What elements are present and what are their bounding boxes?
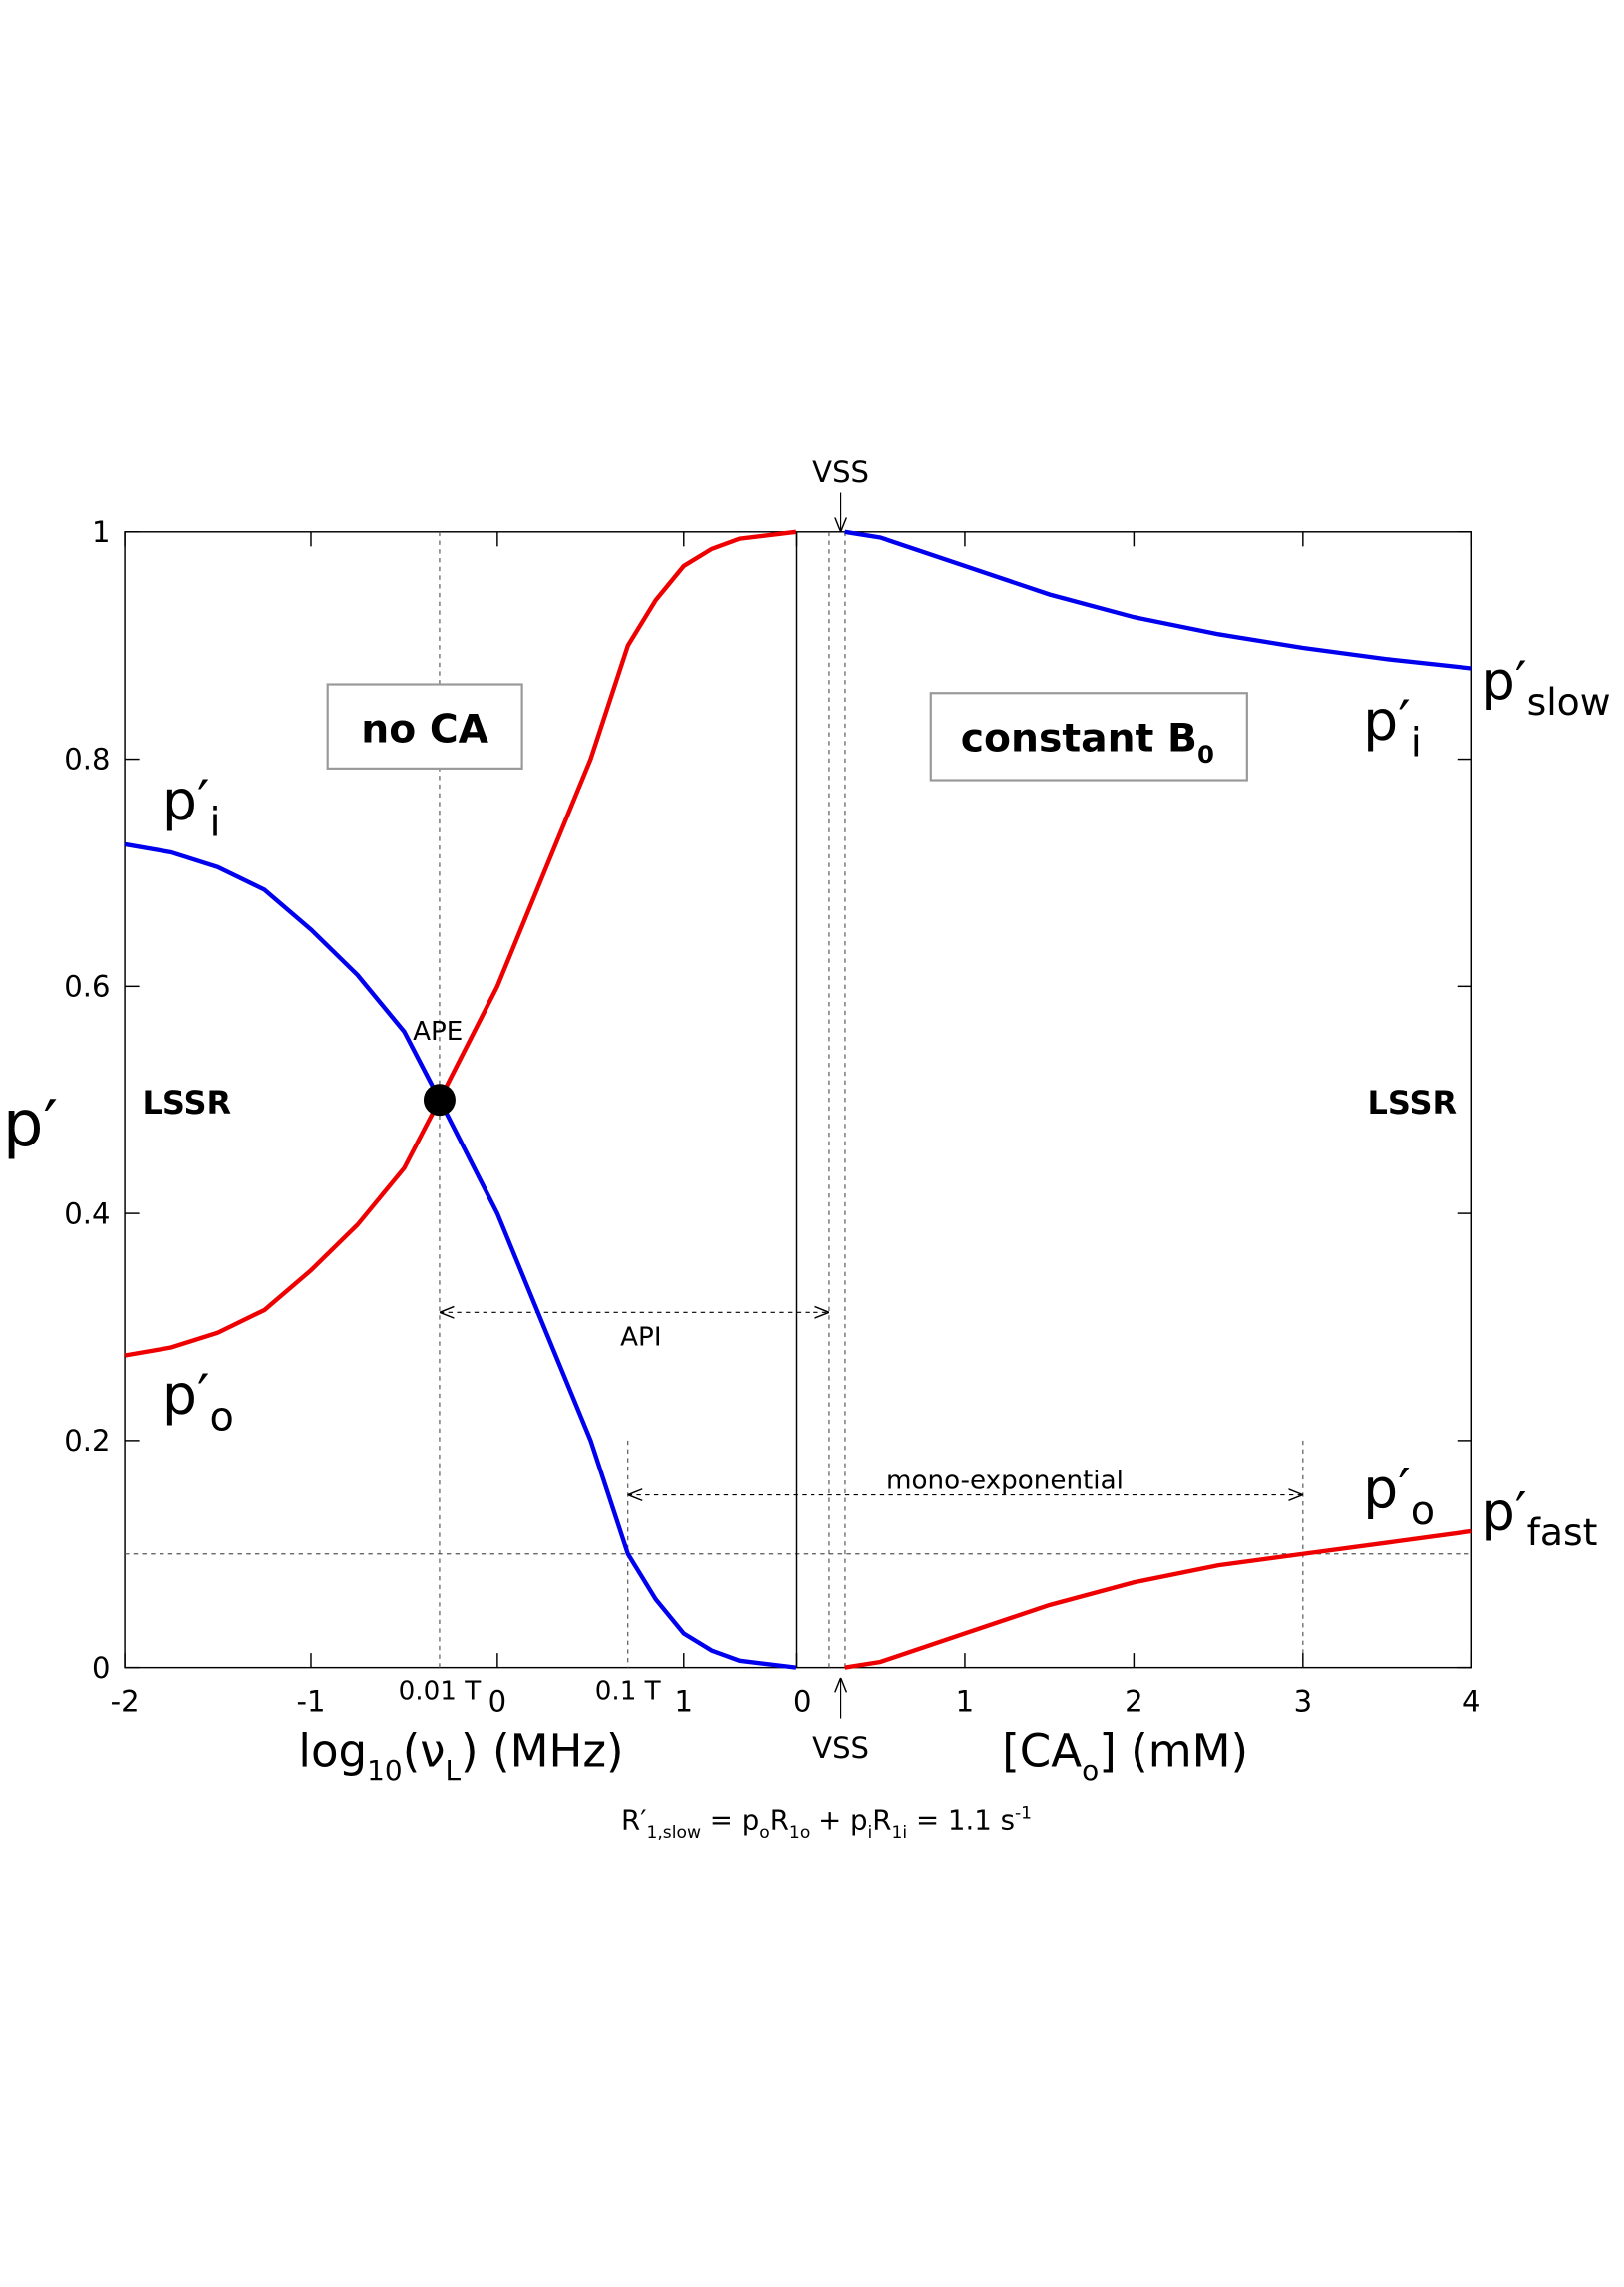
text-part: R <box>770 1804 789 1837</box>
text-part: no CA <box>361 708 488 753</box>
formula: R′1,slow = poR1o + piR1i = 1.1 s-1 <box>621 1803 1032 1842</box>
x-tick-label: 1 <box>956 1684 975 1718</box>
x-tick-label: 0 <box>488 1684 507 1718</box>
series-line <box>844 1528 1472 1670</box>
label-sub: o <box>210 1395 234 1441</box>
vss-label: VSS <box>812 1731 869 1765</box>
lssr-label: LSSR <box>1368 1084 1458 1122</box>
label-main: p′ <box>1363 1459 1411 1522</box>
label-main: p′ <box>1481 651 1526 712</box>
label-box <box>326 683 523 770</box>
x-tick-label: 2 <box>1125 1684 1143 1718</box>
text-part: 10 <box>367 1754 403 1787</box>
label-main: p′ <box>1481 1481 1526 1542</box>
curve-label: p′o <box>162 1364 234 1441</box>
label-main: p′ <box>162 770 210 833</box>
label-sub: fast <box>1527 1510 1598 1554</box>
y-axis-label: p′ <box>3 1088 58 1161</box>
text-part: 0 <box>1197 740 1214 769</box>
text-part: constant B <box>961 716 1197 761</box>
api-label: API <box>620 1323 661 1353</box>
text-part: 1o <box>789 1823 810 1843</box>
text-part: = p <box>701 1804 759 1837</box>
curve-label: p′fast <box>1481 1481 1597 1554</box>
y-tick-label: 1 <box>92 515 111 549</box>
text-part: i <box>868 1823 873 1843</box>
text-part: 1,slow <box>646 1823 701 1843</box>
plot-frame <box>124 531 1473 1669</box>
x-tick-label: 4 <box>1462 1684 1481 1718</box>
field-label: 0.1 T <box>595 1677 662 1707</box>
y-tick-label: 0.6 <box>64 970 110 1004</box>
text-part: = 1.1 s <box>907 1804 1015 1837</box>
x-axis-label: log10(νL) (MHz) <box>298 1725 623 1788</box>
box-label: no CA <box>361 708 488 753</box>
series-line <box>124 529 797 1358</box>
x-tick-label: -2 <box>111 1684 140 1718</box>
label-sub: o <box>1411 1488 1435 1534</box>
text-part: log <box>298 1725 367 1778</box>
text-part: R <box>872 1804 891 1837</box>
mono-label: mono-exponential <box>886 1467 1124 1496</box>
text-part: (ν <box>403 1725 446 1778</box>
curve-label: p′i <box>162 770 221 846</box>
vss-label: VSS <box>812 455 869 489</box>
x-tick-label: -1 <box>296 1684 325 1718</box>
text-part: ] (mM) <box>1099 1725 1248 1778</box>
x-tick-label: 0 <box>793 1684 812 1718</box>
series-line <box>844 529 1472 671</box>
text-part: R′ <box>621 1804 646 1837</box>
curve-label: p′i <box>1363 690 1422 767</box>
label-sub: slow <box>1527 680 1611 724</box>
text-part: L <box>445 1754 461 1787</box>
label-box <box>929 692 1248 782</box>
field-label: 0.01 T <box>399 1677 483 1707</box>
label-sub: i <box>1411 720 1422 766</box>
text-part: o <box>759 1823 769 1843</box>
text-part: 1i <box>892 1823 908 1843</box>
y-tick-label: 0 <box>92 1651 111 1685</box>
y-tick-label: 0.2 <box>64 1424 110 1458</box>
lssr-label: LSSR <box>143 1084 232 1122</box>
y-tick-label: 0.8 <box>64 743 110 777</box>
label-main: p′ <box>162 1364 210 1428</box>
label-main: p′ <box>1363 690 1411 754</box>
ape-point <box>423 1084 456 1117</box>
text-part: + p <box>810 1804 867 1837</box>
text-part: ) (MHz) <box>461 1725 624 1778</box>
text-part: [CA <box>1002 1725 1082 1778</box>
text-part: -1 <box>1015 1803 1032 1823</box>
curve-label: p′slow <box>1481 651 1610 724</box>
curve-label: p′o <box>1363 1459 1435 1535</box>
ape-label: APE <box>413 1017 463 1047</box>
x-tick-label: 1 <box>675 1684 694 1718</box>
y-tick-label: 0.4 <box>64 1196 110 1230</box>
series-line <box>124 841 797 1670</box>
text-part: o <box>1082 1754 1099 1787</box>
x-tick-label: 3 <box>1294 1684 1313 1718</box>
box-label: constant B0 <box>961 716 1214 769</box>
x-axis-label: [CAo] (mM) <box>1002 1725 1248 1788</box>
label-sub: i <box>210 800 221 845</box>
